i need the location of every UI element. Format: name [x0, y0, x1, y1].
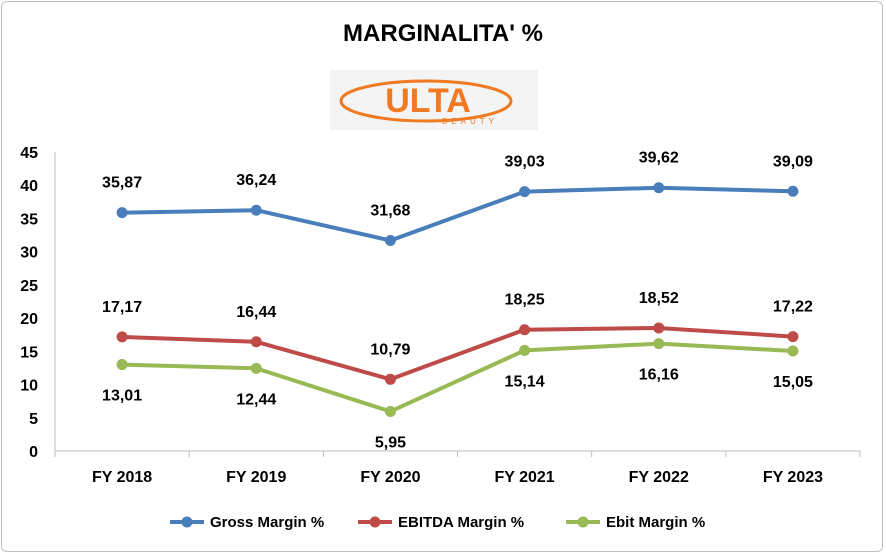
x-tick-label: FY 2023 — [763, 469, 823, 486]
y-tick-label: 20 — [20, 311, 38, 328]
x-tick-label: FY 2020 — [360, 469, 420, 486]
data-point — [250, 336, 262, 348]
data-label: 39,03 — [505, 154, 545, 171]
data-label: 17,17 — [102, 299, 142, 316]
x-tick-label: FY 2022 — [629, 469, 689, 486]
data-label: 39,62 — [639, 150, 679, 167]
chart-title: MARGINALITA' % — [343, 20, 543, 47]
data-label: 16,44 — [236, 304, 276, 321]
data-point — [653, 182, 665, 194]
y-tick-label: 25 — [20, 278, 38, 295]
data-point — [250, 204, 262, 216]
data-label: 13,01 — [102, 388, 142, 405]
data-label: 15,05 — [773, 374, 813, 391]
y-tick-label: 35 — [20, 211, 38, 228]
data-point — [384, 373, 396, 385]
y-tick-label: 15 — [20, 344, 38, 361]
data-label: 18,25 — [505, 292, 545, 309]
x-tick-label: FY 2019 — [226, 469, 286, 486]
data-point — [787, 331, 799, 343]
legend-label: Gross Margin % — [210, 514, 324, 531]
legend-swatch-marker — [577, 516, 589, 528]
y-tick-label: 5 — [29, 411, 38, 428]
data-label: 10,79 — [370, 341, 410, 358]
y-tick-label: 0 — [29, 444, 38, 461]
data-point — [384, 235, 396, 247]
x-tick-label: FY 2021 — [494, 469, 554, 486]
data-label: 39,09 — [773, 153, 813, 170]
legend-swatch-marker — [181, 516, 193, 528]
data-point — [116, 359, 128, 371]
data-point — [384, 405, 396, 417]
y-tick-label: 30 — [20, 245, 38, 262]
data-point — [519, 324, 531, 336]
data-label: 36,24 — [236, 172, 276, 189]
ulta-beauty-logo: ULTA BEAUTY — [330, 70, 538, 130]
y-tick-label: 40 — [20, 178, 38, 195]
legend-label: EBITDA Margin % — [398, 514, 524, 531]
data-label: 17,22 — [773, 299, 813, 316]
data-label: 35,87 — [102, 175, 142, 192]
data-point — [519, 344, 531, 356]
x-tick-label: FY 2018 — [92, 469, 152, 486]
data-label: 16,16 — [639, 367, 679, 384]
svg-text:BEAUTY: BEAUTY — [442, 117, 498, 126]
data-point — [653, 338, 665, 350]
series-line — [122, 341, 794, 414]
y-tick-label: 10 — [20, 378, 38, 395]
data-point — [519, 186, 531, 198]
y-tick-label: 45 — [20, 145, 38, 162]
svg-text:ULTA: ULTA — [385, 82, 471, 120]
data-label: 18,52 — [639, 290, 679, 307]
data-point — [787, 345, 799, 357]
data-label: 31,68 — [370, 203, 410, 220]
data-label: 5,95 — [375, 434, 406, 451]
data-point — [116, 207, 128, 219]
legend-swatch-marker — [369, 516, 381, 528]
data-label: 12,44 — [236, 391, 276, 408]
data-point — [250, 362, 262, 374]
series-line — [122, 325, 794, 382]
data-label: 15,14 — [505, 373, 545, 390]
data-point — [787, 185, 799, 197]
data-point — [653, 322, 665, 334]
data-point — [116, 331, 128, 343]
series-line — [122, 185, 793, 243]
legend-label: Ebit Margin % — [606, 514, 705, 531]
